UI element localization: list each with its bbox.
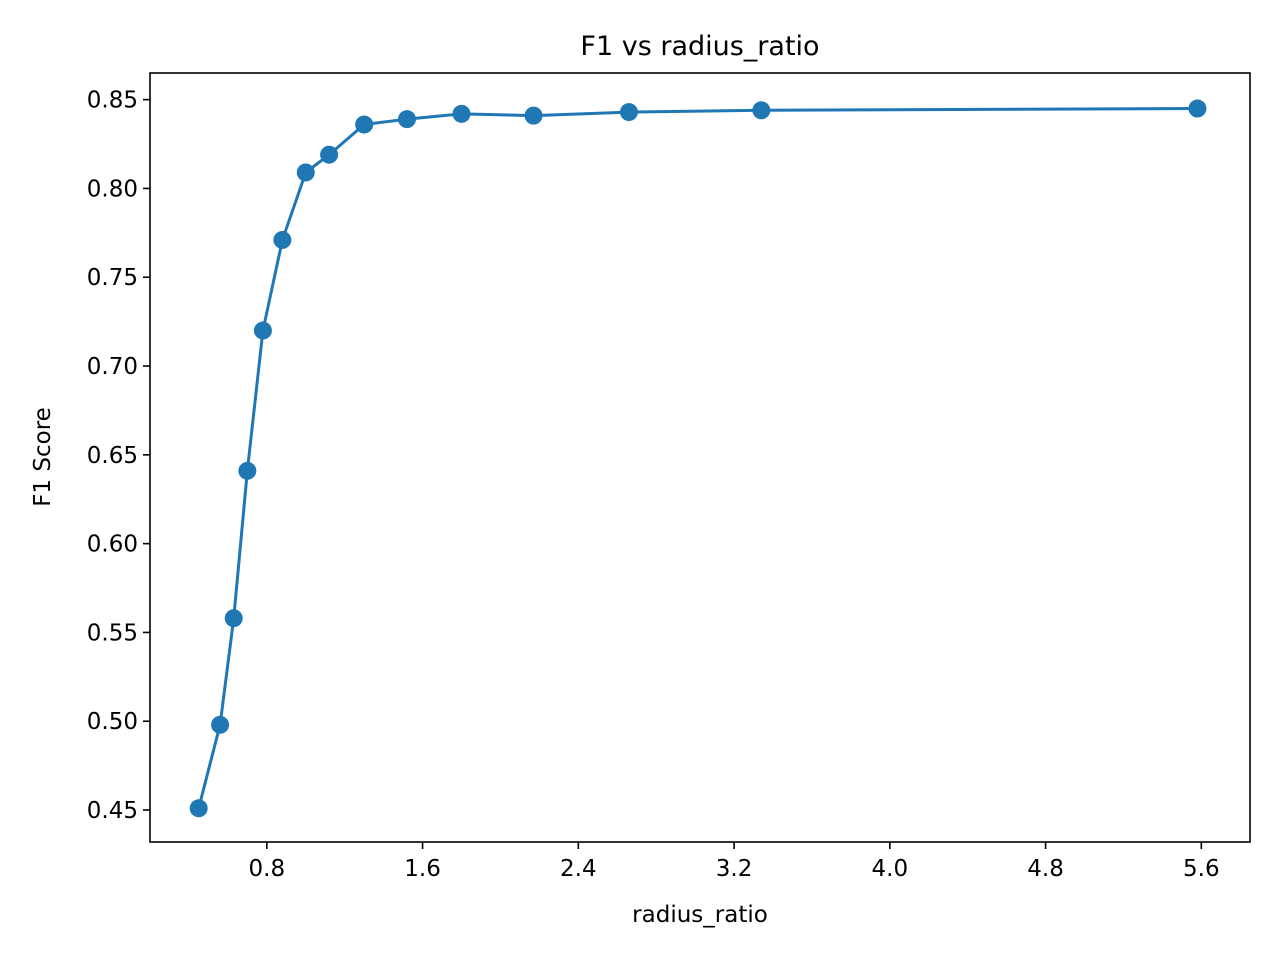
x-tick-label: 5.6 <box>1183 856 1220 882</box>
y-tick-label: 0.70 <box>87 354 138 380</box>
x-axis: 0.8 1.6 2.4 3.2 4.0 4.8 5.6 <box>249 842 1220 882</box>
x-tick-label: 4.0 <box>872 856 909 882</box>
chart-title: F1 vs radius_ratio <box>580 31 819 62</box>
data-point <box>752 101 771 120</box>
y-tick-label: 0.45 <box>87 798 138 824</box>
y-axis-label: F1 Score <box>30 407 56 507</box>
x-tick-label: 1.6 <box>404 856 441 882</box>
data-point <box>296 163 315 182</box>
data-point <box>224 609 243 628</box>
data-point <box>253 321 272 340</box>
data-point <box>238 461 257 480</box>
x-tick-label: 2.4 <box>560 856 597 882</box>
data-point <box>452 104 471 123</box>
plot-area <box>189 99 1207 818</box>
data-point <box>397 110 416 129</box>
data-point <box>189 799 208 818</box>
data-point <box>1188 99 1207 118</box>
data-point <box>619 103 638 122</box>
x-axis-label: radius_ratio <box>632 902 768 928</box>
y-tick-label: 0.65 <box>87 443 138 469</box>
data-point <box>273 230 292 249</box>
y-tick-label: 0.50 <box>87 709 138 735</box>
y-tick-label: 0.85 <box>87 88 138 114</box>
x-tick-label: 0.8 <box>249 856 286 882</box>
x-tick-label: 3.2 <box>716 856 753 882</box>
y-axis: 0.45 0.50 0.55 0.60 0.65 0.70 0.75 0.80 0.85 <box>87 88 150 824</box>
data-point <box>320 145 339 164</box>
y-tick-label: 0.75 <box>87 265 138 291</box>
data-point <box>355 115 374 134</box>
data-point <box>211 715 230 734</box>
data-point <box>524 106 543 125</box>
y-tick-label: 0.80 <box>87 176 138 202</box>
x-tick-label: 4.8 <box>1027 856 1064 882</box>
axes-frame <box>149 72 1251 843</box>
y-tick-label: 0.55 <box>87 620 138 646</box>
y-tick-label: 0.60 <box>87 532 138 558</box>
